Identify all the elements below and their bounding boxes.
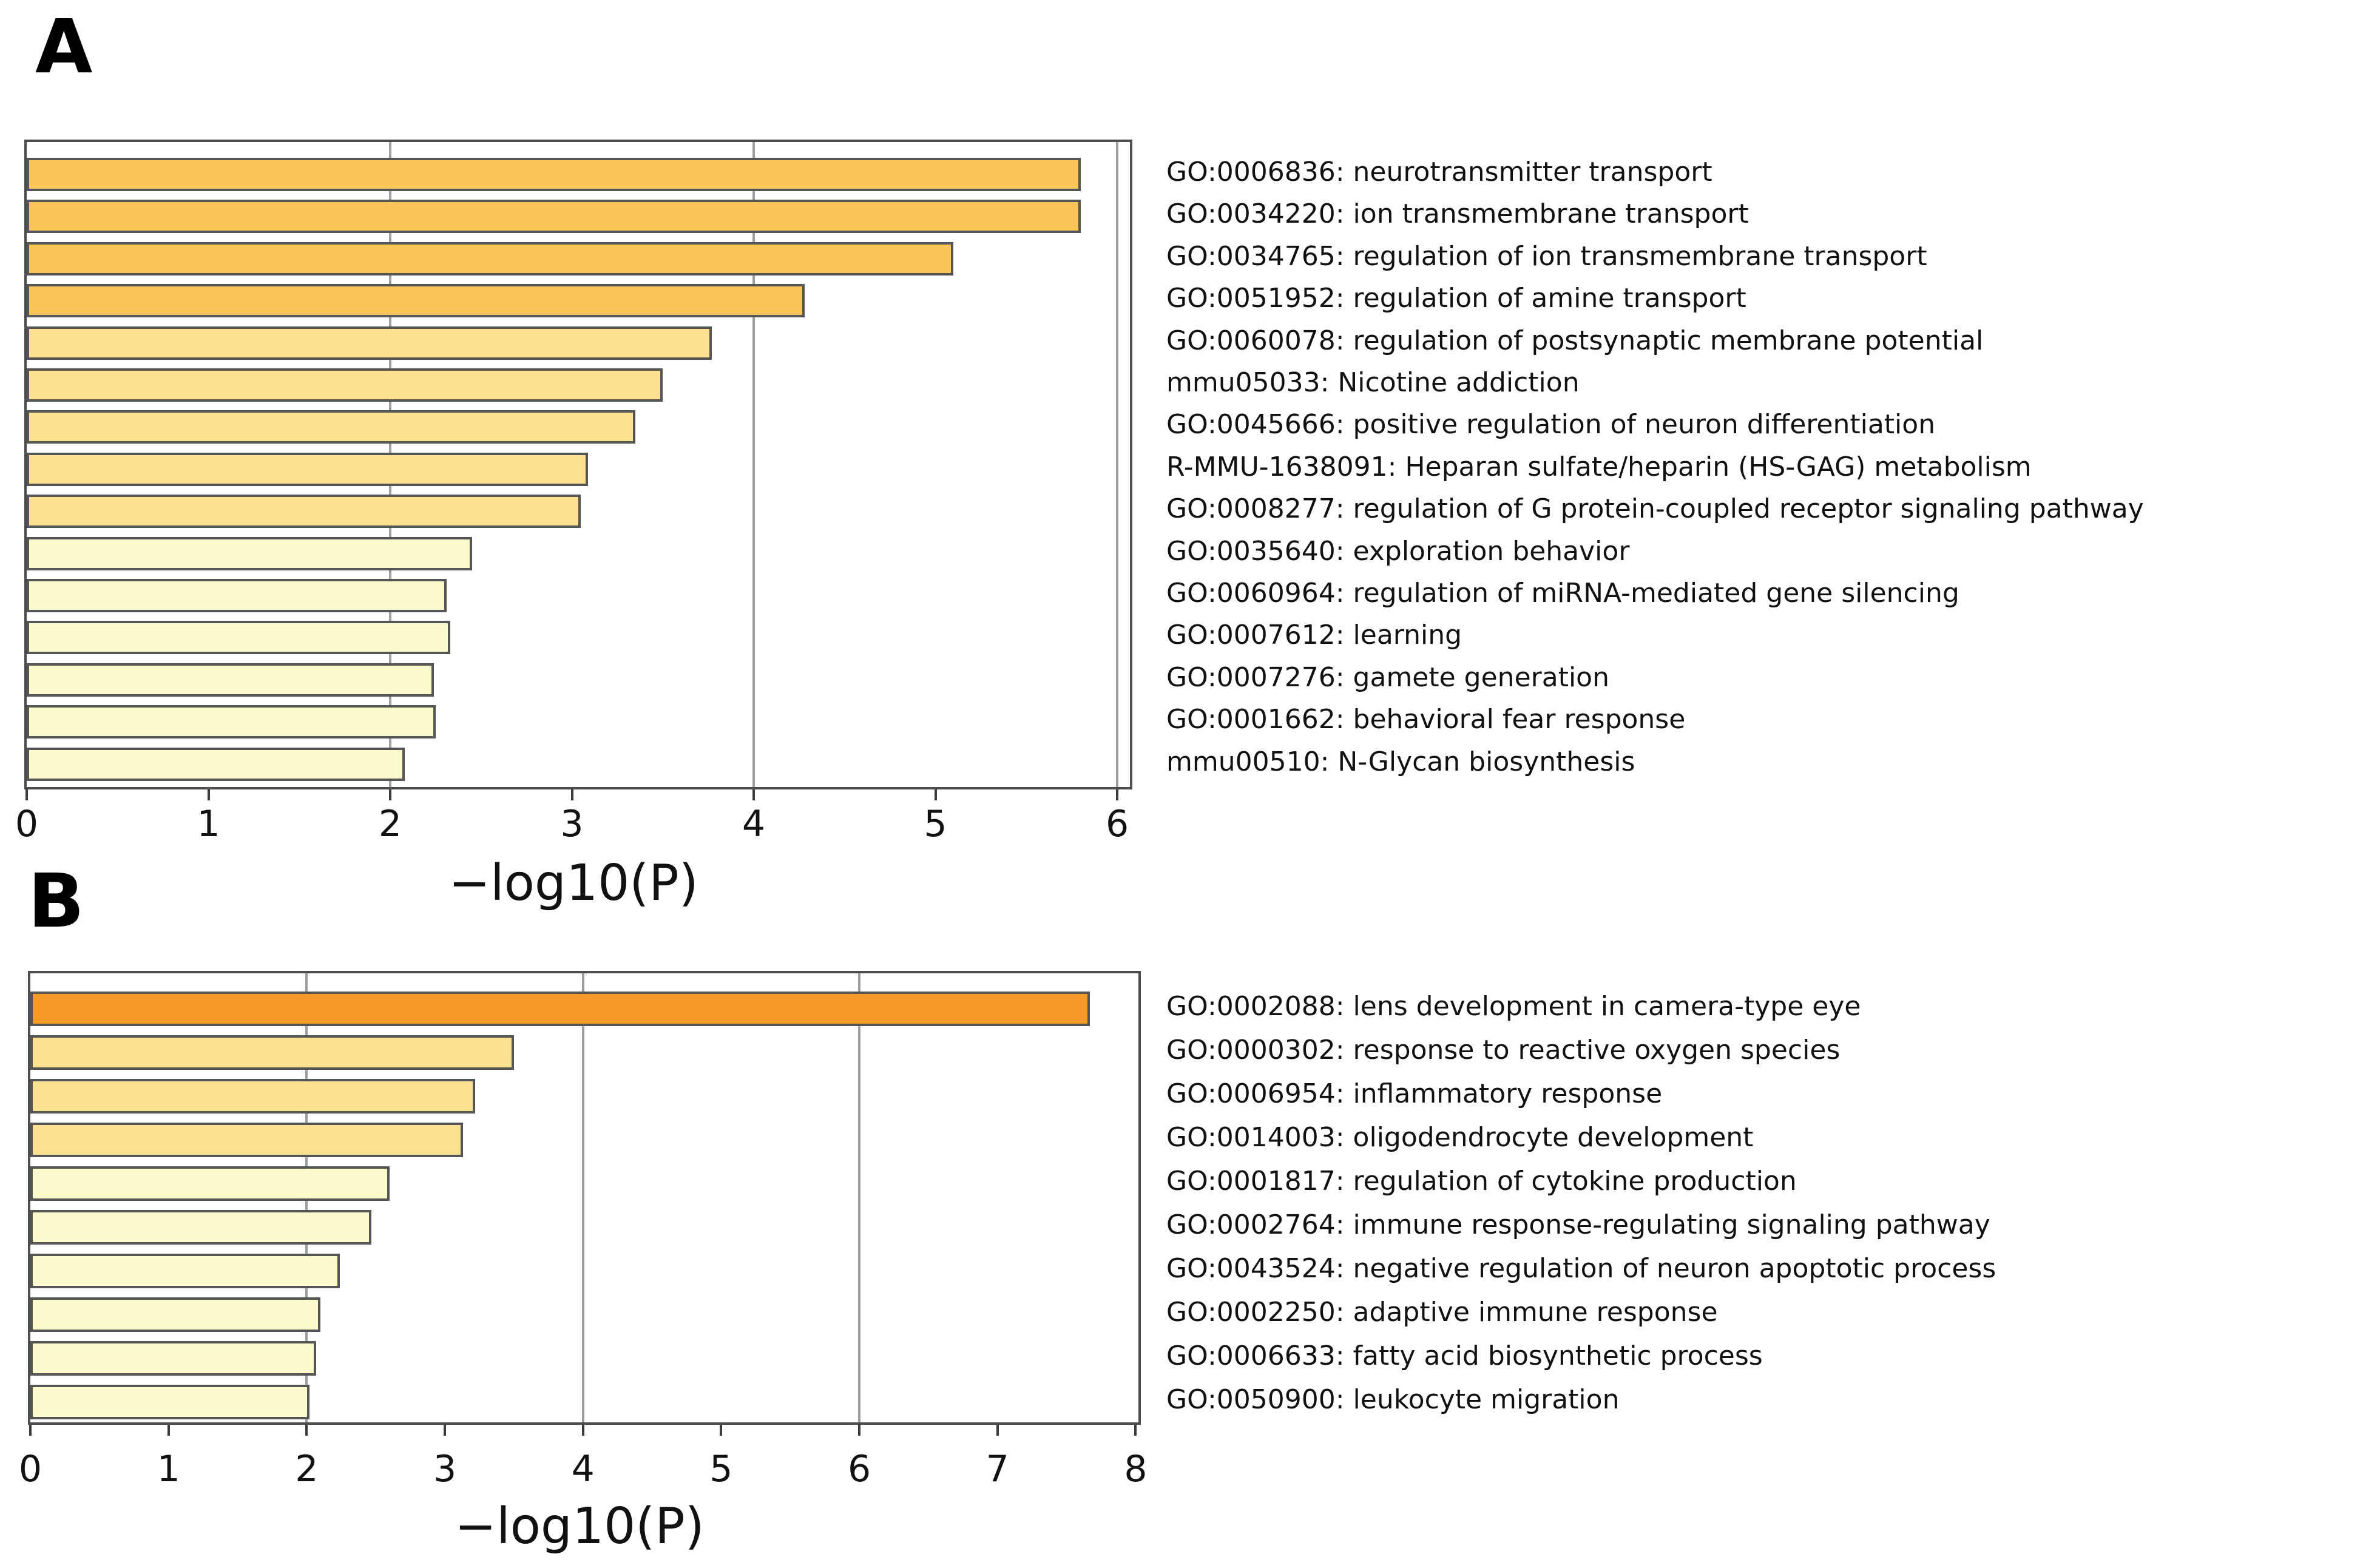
bar (27, 579, 447, 612)
bar (27, 495, 581, 529)
panel-b-letter: B (28, 858, 84, 944)
bar (27, 326, 712, 360)
bar (30, 1297, 321, 1332)
x-tick-mark (444, 1425, 447, 1436)
category-label: GO:0006954: inflammatory response (1166, 1078, 1663, 1109)
x-tick-mark (581, 1425, 584, 1436)
x-tick-label: 6 (847, 1448, 871, 1490)
plot-area (28, 971, 1141, 1425)
x-tick-mark (1116, 789, 1119, 800)
x-tick-mark (996, 1425, 999, 1436)
category-label: GO:0014003: oligodendrocyte development (1166, 1122, 1754, 1153)
x-tick-label: 2 (378, 803, 402, 845)
bar (27, 452, 589, 486)
category-label: mmu00510: N-Glycan biosynthesis (1166, 746, 1635, 777)
x-tick-mark (570, 789, 573, 800)
category-label: GO:0060078: regulation of postsynaptic m… (1166, 325, 1984, 356)
x-tick-label: 5 (924, 803, 947, 845)
x-tick-mark (207, 789, 210, 800)
x-tick-label: 4 (571, 1448, 595, 1490)
x-tick-mark (389, 789, 391, 800)
bar (30, 992, 1090, 1026)
panel-a-letter: A (35, 4, 93, 90)
bar (27, 242, 954, 275)
category-label: GO:0050900: leukocyte migration (1166, 1384, 1620, 1415)
x-tick-mark (305, 1425, 308, 1436)
category-label: GO:0001662: behavioral fear response (1166, 704, 1686, 735)
bar (27, 410, 636, 444)
bar (27, 368, 663, 402)
panel-a-xaxis-title: −log10(P) (448, 854, 698, 912)
bar (27, 663, 434, 697)
category-label: GO:0002088: lens development in camera-t… (1166, 991, 1861, 1022)
category-label: mmu05033: Nicotine addiction (1166, 367, 1580, 398)
x-tick-label: 1 (197, 803, 220, 845)
x-tick-label: 6 (1105, 803, 1129, 845)
x-tick-label: 0 (18, 1448, 42, 1490)
bar (27, 621, 450, 655)
category-label: GO:0007612: learning (1166, 620, 1462, 651)
x-tick-mark (25, 789, 28, 800)
bar (30, 1341, 317, 1376)
category-label: GO:0008277: regulation of G protein-coup… (1166, 493, 2144, 525)
category-label: GO:0001817: regulation of cytokine produ… (1166, 1166, 1797, 1197)
category-label: GO:0045666: positive regulation of neuro… (1166, 409, 1936, 441)
x-tick-mark (167, 1425, 170, 1436)
category-label: GO:0006836: neurotransmitter transport (1166, 157, 1712, 188)
category-label: GO:0034765: regulation of ion transmembr… (1166, 240, 1927, 272)
x-tick-label: 8 (1124, 1448, 1148, 1490)
category-label: GO:0002250: adaptive immune response (1166, 1297, 1718, 1328)
x-tick-mark (29, 1425, 32, 1436)
bar (27, 747, 405, 781)
x-tick-mark (752, 789, 756, 800)
panel-b-xaxis-title: −log10(P) (455, 1498, 705, 1555)
category-label: GO:0034220: ion transmembrane transport (1166, 198, 1749, 230)
x-tick-label: 1 (157, 1448, 180, 1490)
x-tick-mark (720, 1425, 723, 1436)
bar (30, 1035, 514, 1070)
category-label: GO:0060964: regulation of miRNA-mediated… (1166, 578, 1959, 609)
x-tick-label: 7 (985, 1448, 1009, 1490)
bar (27, 200, 1081, 234)
x-tick-mark (1134, 1425, 1137, 1436)
category-label: GO:0007276: gamete generation (1166, 661, 1609, 693)
bar (30, 1210, 372, 1245)
bar (30, 1079, 476, 1113)
bar (30, 1254, 340, 1288)
bar (30, 1385, 309, 1419)
bar (30, 1166, 390, 1201)
x-tick-label: 4 (742, 803, 766, 845)
gridline (581, 973, 584, 1422)
x-tick-label: 0 (15, 803, 39, 845)
gridline (858, 973, 861, 1422)
x-tick-label: 5 (709, 1448, 733, 1490)
bar (30, 1123, 463, 1157)
category-label: GO:0000302: response to reactive oxygen … (1166, 1035, 1841, 1066)
x-tick-label: 3 (433, 1448, 457, 1490)
category-label: GO:0006633: fatty acid biosynthetic proc… (1166, 1340, 1763, 1371)
bar (27, 536, 472, 570)
x-tick-mark (858, 1425, 861, 1436)
category-label: R-MMU-1638091: Heparan sulfate/heparin (… (1166, 451, 2032, 482)
category-label: GO:0035640: exploration behavior (1166, 535, 1630, 567)
bar (27, 158, 1081, 191)
category-label: GO:0002764: immune response-regulating s… (1166, 1209, 1990, 1240)
gridline (752, 142, 756, 787)
x-tick-label: 3 (560, 803, 584, 845)
category-label: GO:0051952: regulation of amine transpor… (1166, 283, 1746, 314)
bar (27, 705, 436, 739)
x-tick-mark (934, 789, 937, 800)
plot-area (24, 140, 1132, 789)
gridline (1116, 142, 1119, 787)
x-tick-label: 2 (295, 1448, 319, 1490)
bar (27, 284, 805, 318)
category-label: GO:0043524: negative regulation of neuro… (1166, 1253, 1996, 1284)
